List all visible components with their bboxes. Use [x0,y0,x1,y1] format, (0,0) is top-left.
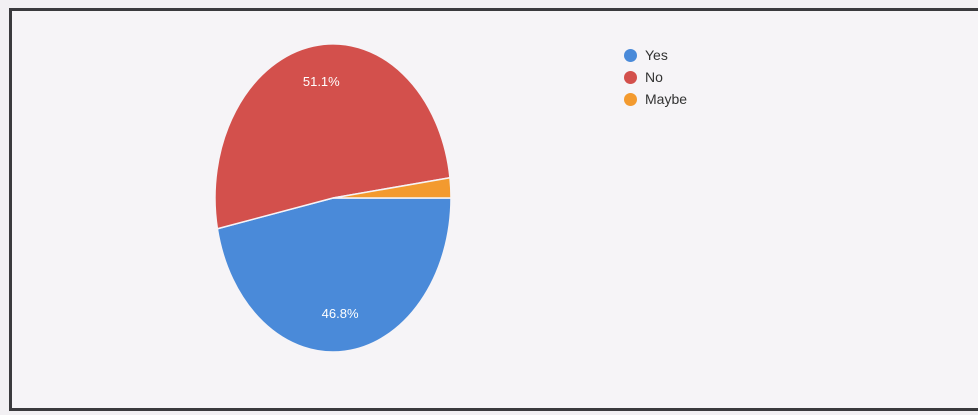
legend-label-no: No [645,69,663,85]
data-label-yes: 46.8% [322,306,359,321]
data-label-no: 51.1% [303,74,340,89]
chart-frame [9,8,978,411]
legend-label-yes: Yes [645,47,668,63]
legend-swatch-yes [624,48,637,62]
legend-label-maybe: Maybe [645,91,688,107]
legend-item-yes[interactable]: Yes [624,44,687,66]
legend-swatch-no [624,70,637,84]
pie-slices [214,43,452,353]
legend-item-maybe[interactable]: Maybe [624,88,687,110]
legend-swatch-maybe [624,92,637,106]
pie-labels: 46.8% 51.1% [303,74,359,321]
chart-legend: Yes No Maybe [624,44,687,110]
pie-slice-no[interactable] [214,43,451,230]
legend-item-no[interactable]: No [624,66,687,88]
pie-slice-yes[interactable] [216,197,452,353]
pie-slice-maybe[interactable] [332,176,452,199]
